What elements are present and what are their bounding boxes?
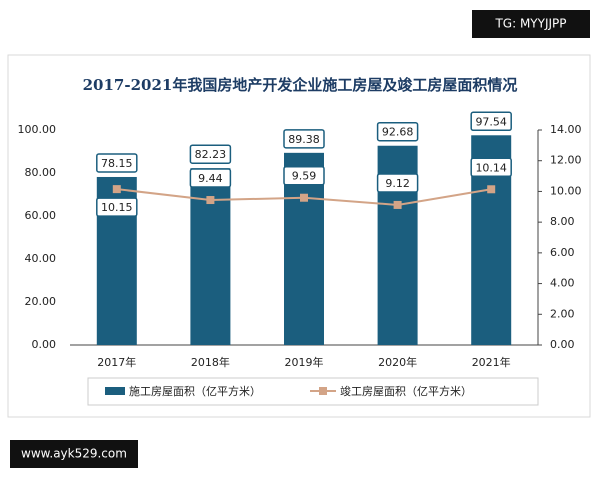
value-label-box — [283, 165, 325, 186]
legend-label: 竣工房屋面积（亿平方米） — [340, 384, 472, 398]
value-label: 89.38 — [288, 133, 320, 146]
legend-label: 施工房屋面积（亿平方米） — [129, 384, 261, 398]
value-label-box — [283, 129, 325, 149]
y-tick-label: 20.00 — [25, 295, 57, 308]
value-label-box — [96, 153, 138, 173]
line-marker — [393, 200, 402, 209]
y2-tick-label: 8.00 — [550, 215, 575, 228]
watermark-box — [472, 10, 590, 38]
value-label: 97.54 — [475, 115, 507, 128]
y2-tick-label: 14.00 — [550, 123, 582, 136]
value-label: 82.23 — [195, 148, 227, 161]
value-label-box — [189, 144, 232, 164]
line-marker — [300, 193, 308, 202]
watermark: TG: MYYJJPP — [494, 17, 566, 31]
watermark-box — [10, 440, 138, 468]
y-tick-label: 80.00 — [25, 166, 57, 179]
chart-title: 2017-2021年我国房地产开发企业施工房屋及竣工房屋面积情况 — [83, 76, 518, 94]
x-tick-label: 2020年 — [378, 355, 417, 369]
y-tick-label: 60.00 — [25, 209, 57, 222]
line-marker — [206, 196, 215, 205]
bar — [190, 168, 231, 345]
x-tick-label: 2021年 — [472, 355, 511, 369]
y2-tick-label: 0.00 — [550, 338, 575, 351]
legend-swatch — [105, 387, 125, 395]
line-marker — [112, 185, 121, 194]
value-label-box — [470, 157, 512, 178]
y2-tick-label: 4.00 — [550, 277, 575, 290]
y-tick-label: 0.00 — [32, 338, 57, 351]
y-tick-label: 100.00 — [18, 123, 57, 136]
value-label-box — [189, 168, 232, 188]
line-marker — [487, 185, 496, 194]
x-tick-label: 2018年 — [191, 355, 230, 369]
value-label: 9.12 — [385, 177, 410, 190]
value-label-box — [376, 121, 419, 142]
value-label-box — [376, 173, 419, 193]
value-label-box — [96, 197, 138, 217]
value-label: 78.15 — [101, 157, 133, 170]
legend-swatch — [319, 387, 327, 395]
x-tick-label: 2017年 — [97, 355, 136, 369]
value-label-box — [470, 111, 512, 132]
value-label: 92.68 — [382, 126, 414, 139]
x-tick-label: 2019年 — [285, 355, 324, 369]
value-label: 9.59 — [292, 170, 317, 183]
y2-tick-label: 10.00 — [550, 184, 582, 197]
y-tick-label: 40.00 — [25, 252, 57, 265]
y2-tick-label: 6.00 — [550, 246, 575, 259]
value-label: 10.15 — [101, 201, 133, 214]
value-label: 10.14 — [475, 161, 507, 174]
y2-tick-label: 12.00 — [550, 154, 582, 167]
value-label: 9.44 — [198, 172, 223, 185]
y2-tick-label: 2.00 — [550, 307, 575, 320]
watermark: www.ayk529.com — [21, 447, 127, 461]
